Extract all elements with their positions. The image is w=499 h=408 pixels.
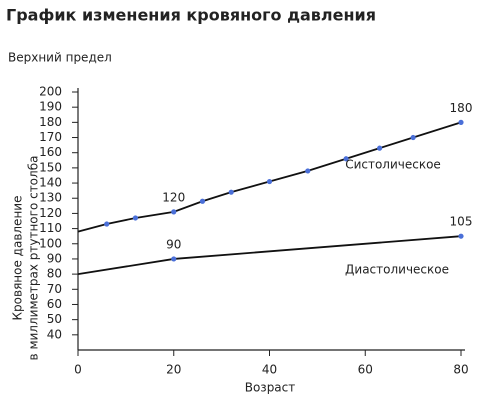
series-line <box>77 121 462 233</box>
data-point <box>199 198 206 204</box>
data-point <box>104 221 110 227</box>
chart-subtitle: Верхний предел <box>8 51 112 65</box>
y-tick-label: 180 <box>39 115 62 129</box>
y-tick-label: 130 <box>39 191 62 205</box>
data-label: 90 <box>166 237 181 251</box>
chart-title: График изменения кровяного давления <box>6 6 376 25</box>
y-tick-label: 120 <box>39 206 62 220</box>
y-tick-label: 200 <box>39 85 62 99</box>
data-point <box>171 209 177 215</box>
data-point <box>458 119 464 125</box>
x-tick-label: 80 <box>453 363 468 377</box>
data-label: 120 <box>162 190 185 204</box>
y-tick-label: 160 <box>39 145 62 159</box>
x-tick-label: 20 <box>166 363 181 377</box>
data-point <box>171 256 177 262</box>
data-point <box>410 134 416 141</box>
data-label: 180 <box>450 101 473 115</box>
y-tick-label: 100 <box>39 236 62 250</box>
y-tick-label: 40 <box>47 327 62 341</box>
data-label: 105 <box>450 215 473 229</box>
y-tick-label: 60 <box>47 297 62 311</box>
series-label: Диастолическое <box>345 263 449 277</box>
data-point <box>458 233 464 239</box>
x-tick-label: 60 <box>358 363 373 377</box>
y-tick-label: 90 <box>47 251 62 265</box>
y-tick-label: 80 <box>47 267 62 281</box>
data-point <box>266 178 273 185</box>
y-axis-label: Кровяное давление <box>11 196 25 321</box>
y-tick-label: 190 <box>39 100 62 114</box>
data-point <box>132 215 139 221</box>
series-label: Систолическое <box>345 158 441 172</box>
data-point <box>377 145 383 151</box>
y-tick-label: 170 <box>39 130 62 144</box>
x-tick-label: 40 <box>262 363 277 377</box>
y-axis-label: в миллиметрах ртутного столба <box>27 156 41 361</box>
data-point <box>343 156 349 162</box>
data-point <box>228 189 234 195</box>
x-tick-label: 0 <box>74 363 82 377</box>
y-tick-label: 140 <box>39 176 62 190</box>
y-tick-label: 70 <box>47 282 62 296</box>
y-tick-label: 50 <box>47 312 62 326</box>
data-point <box>305 168 311 174</box>
y-tick-label: 110 <box>39 221 62 235</box>
y-tick-label: 150 <box>39 160 62 174</box>
x-axis-label: Возраст <box>245 381 296 395</box>
